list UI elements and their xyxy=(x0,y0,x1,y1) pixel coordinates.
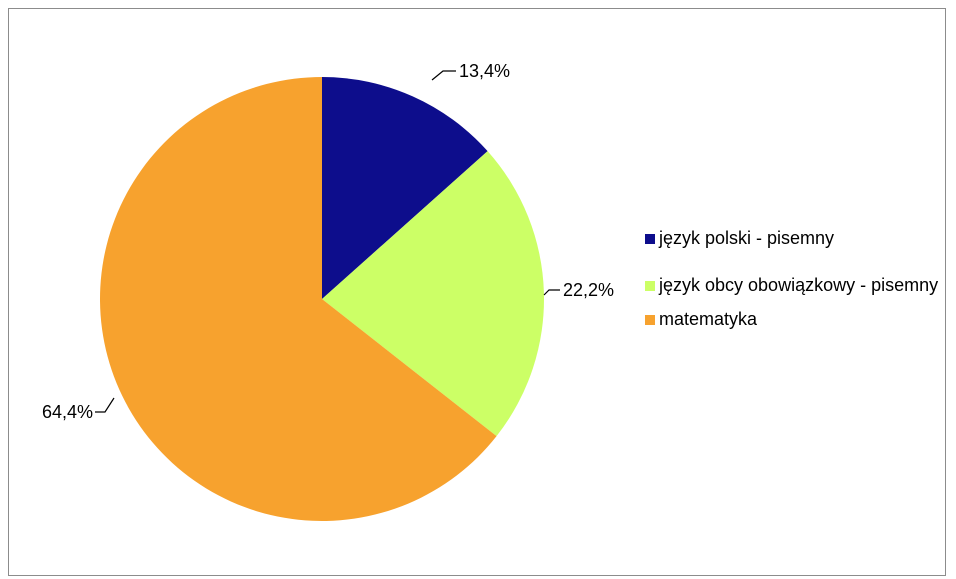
legend-item: język polski - pisemny xyxy=(645,227,945,250)
legend-label: język polski - pisemny xyxy=(659,228,835,248)
leader-lines xyxy=(95,70,560,413)
leader-line-0 xyxy=(431,70,456,81)
data-label-1: 22,2% xyxy=(563,280,614,300)
leader-line-1 xyxy=(543,289,560,296)
pie-slice xyxy=(322,151,544,437)
legend-item: matematyka xyxy=(645,308,945,331)
legend-swatch xyxy=(645,234,655,244)
legend: język polski - pisemny język obcy obowią… xyxy=(645,227,945,331)
pie-chart: 13,4% 22,2% 64,4% xyxy=(42,61,614,522)
legend-item: język obcy obowiązkowy - pisemny xyxy=(645,274,945,297)
data-labels: 13,4% 22,2% 64,4% xyxy=(42,61,614,422)
legend-swatch xyxy=(645,315,655,325)
leader-line-2 xyxy=(95,397,115,413)
legend-swatch xyxy=(645,281,655,291)
data-label-0: 13,4% xyxy=(459,61,510,81)
legend-label: matematyka xyxy=(659,309,758,329)
chart-area: 13,4% 22,2% 64,4% język polski - pisemny… xyxy=(8,8,946,576)
data-label-2: 64,4% xyxy=(42,402,93,422)
legend-label: język obcy obowiązkowy - pisemny xyxy=(659,275,939,295)
pie-slice xyxy=(322,77,488,299)
pie-slices xyxy=(100,77,544,522)
pie-slice xyxy=(100,77,497,522)
